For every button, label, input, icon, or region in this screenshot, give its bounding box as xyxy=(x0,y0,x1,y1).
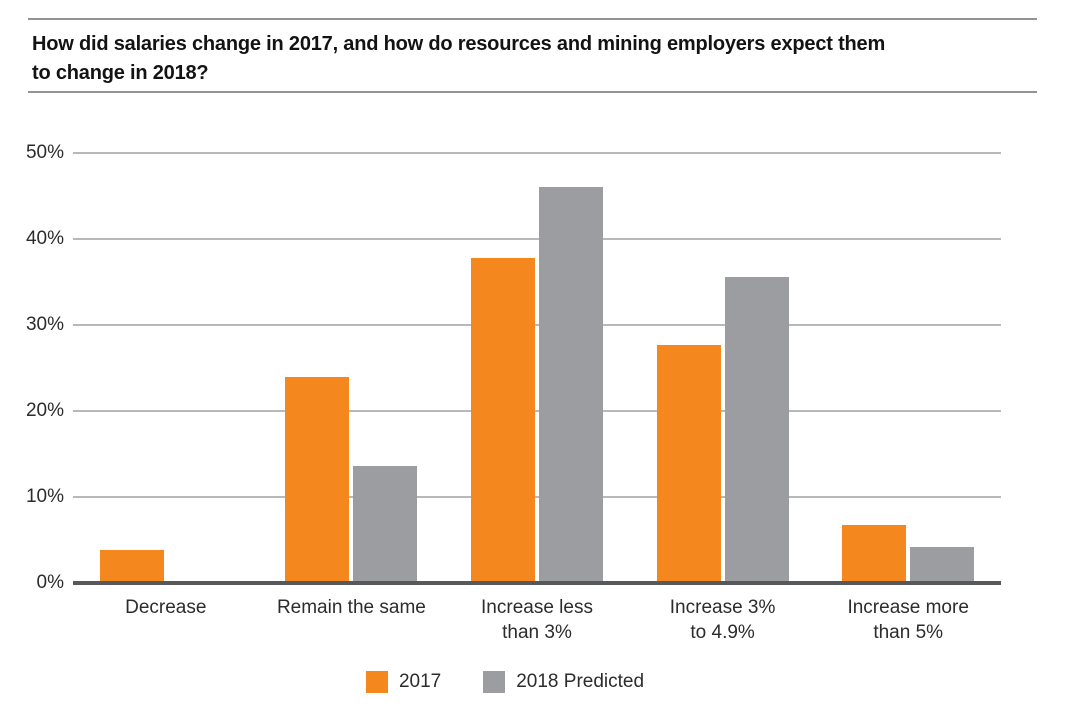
bar-2018-predicted-remain-the-same xyxy=(353,466,418,583)
y-tick-label-50: 50% xyxy=(25,142,64,163)
gridline-10 xyxy=(73,496,1001,498)
x-axis-line xyxy=(73,581,1001,585)
y-tick-label-0: 0% xyxy=(36,572,64,593)
bar-2017-increase-less-than-3 xyxy=(471,257,535,583)
chart-title-line-1: How did salaries change in 2017, and how… xyxy=(32,33,886,55)
category-label-decrease: Decrease xyxy=(125,597,207,618)
legend-label-2017: 2017 xyxy=(398,671,442,692)
category-label-increase-less-than-3: Increase less than 3% xyxy=(481,597,593,643)
legend-swatch-2017 xyxy=(365,671,388,693)
y-tick-label-30: 30% xyxy=(25,314,64,335)
bar-2017-decrease xyxy=(99,550,164,583)
y-tick-label-10: 10% xyxy=(25,486,64,507)
title-divider xyxy=(28,91,1037,93)
top-divider xyxy=(28,18,1037,20)
gridline-50 xyxy=(73,152,1001,154)
category-label-increase-3-to-4-9: Increase 3% to 4.9% xyxy=(669,597,776,643)
bar-2017-increase-more-than-5 xyxy=(842,524,907,583)
legend-item-2018-predicted: 2018 Predicted xyxy=(483,670,644,694)
y-tick-label-20: 20% xyxy=(25,400,64,421)
category-label-increase-more-than-5: Increase more than 5% xyxy=(847,597,969,643)
bar-2018-predicted-increase-less-than-3 xyxy=(539,187,603,583)
chart-legend: 2017 2018 Predicted xyxy=(0,670,1010,694)
category-label-remain-the-same: Remain the same xyxy=(276,597,426,618)
chart-title: How did salaries change in 2017, and how… xyxy=(32,30,1042,88)
bar-2018-predicted-increase-more-than-5 xyxy=(910,546,975,583)
y-tick-label-40: 40% xyxy=(25,228,64,249)
bar-2017-remain-the-same xyxy=(285,376,350,583)
gridline-30 xyxy=(73,324,1001,326)
bar-2018-predicted-increase-3-to-4-9 xyxy=(724,276,789,583)
legend-item-2017: 2017 xyxy=(365,670,442,694)
bar-2017-increase-3-to-4-9 xyxy=(656,344,721,583)
legend-label-2018-predicted: 2018 Predicted xyxy=(516,671,645,692)
chart-title-line-2: to change in 2018? xyxy=(32,62,209,84)
gridline-40 xyxy=(73,238,1001,240)
legend-swatch-2018-predicted xyxy=(483,671,506,693)
gridline-20 xyxy=(73,410,1001,412)
